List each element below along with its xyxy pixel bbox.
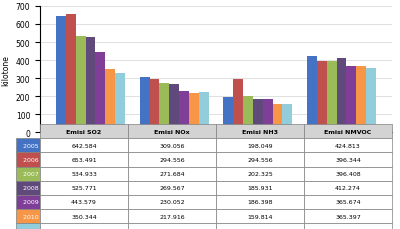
Bar <box>56 17 66 133</box>
Bar <box>95 53 105 133</box>
Bar <box>86 38 95 133</box>
Bar <box>66 15 76 133</box>
Bar <box>307 56 317 133</box>
Bar <box>150 80 159 133</box>
Bar <box>169 84 179 133</box>
Bar <box>243 96 253 133</box>
Bar <box>140 77 150 133</box>
Bar <box>317 62 327 133</box>
Bar <box>346 67 356 133</box>
Bar <box>115 73 125 133</box>
Bar <box>253 99 263 133</box>
Bar <box>327 62 337 133</box>
Bar <box>356 67 366 133</box>
Bar <box>76 37 86 133</box>
Bar <box>366 69 376 133</box>
Legend: 2005, 2006, 2007, 2008, 2009, 2010, 2011: 2005, 2006, 2007, 2008, 2009, 2010, 2011 <box>52 159 84 213</box>
Bar <box>263 99 273 133</box>
Bar <box>189 94 199 133</box>
Bar <box>179 91 189 133</box>
Y-axis label: kilotone: kilotone <box>1 55 10 85</box>
Bar <box>233 80 243 133</box>
Bar <box>105 70 115 133</box>
Bar <box>273 104 282 133</box>
Bar <box>223 97 233 133</box>
Bar <box>199 93 209 133</box>
Bar <box>282 104 292 133</box>
Bar <box>337 59 346 133</box>
Bar <box>159 84 169 133</box>
